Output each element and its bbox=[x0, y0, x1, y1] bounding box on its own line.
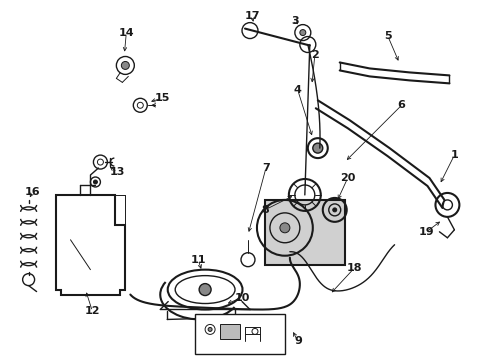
Text: 14: 14 bbox=[119, 28, 134, 37]
Circle shape bbox=[122, 62, 129, 69]
Text: 8: 8 bbox=[261, 205, 269, 215]
Text: 13: 13 bbox=[110, 167, 125, 177]
Text: 3: 3 bbox=[291, 15, 299, 26]
Circle shape bbox=[333, 208, 337, 212]
Text: 10: 10 bbox=[234, 293, 250, 302]
Polygon shape bbox=[55, 195, 125, 294]
Text: 2: 2 bbox=[311, 50, 318, 60]
Circle shape bbox=[280, 223, 290, 233]
Text: 15: 15 bbox=[154, 93, 170, 103]
Circle shape bbox=[300, 30, 306, 36]
Text: 12: 12 bbox=[85, 306, 100, 316]
Text: 18: 18 bbox=[347, 263, 363, 273]
Circle shape bbox=[208, 328, 212, 332]
Text: 7: 7 bbox=[262, 163, 270, 173]
Text: 4: 4 bbox=[294, 85, 302, 95]
Text: 19: 19 bbox=[418, 227, 434, 237]
Text: 11: 11 bbox=[191, 255, 206, 265]
Text: 5: 5 bbox=[384, 31, 392, 41]
FancyBboxPatch shape bbox=[195, 315, 285, 354]
Circle shape bbox=[199, 284, 211, 296]
Text: 9: 9 bbox=[294, 336, 302, 346]
Circle shape bbox=[94, 180, 98, 184]
Text: 16: 16 bbox=[25, 187, 40, 197]
Text: 20: 20 bbox=[340, 173, 355, 183]
Text: 6: 6 bbox=[397, 100, 406, 110]
Text: 1: 1 bbox=[450, 150, 458, 160]
Polygon shape bbox=[220, 324, 240, 339]
Text: 17: 17 bbox=[244, 11, 260, 21]
Circle shape bbox=[313, 143, 323, 153]
Polygon shape bbox=[265, 200, 345, 265]
